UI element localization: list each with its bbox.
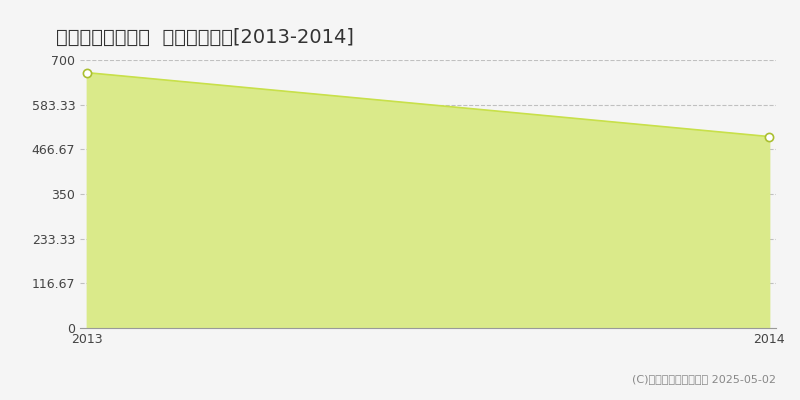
Point bbox=[762, 133, 775, 140]
Point bbox=[81, 70, 94, 76]
Text: (C)土地価格ドットコム 2025-05-02: (C)土地価格ドットコム 2025-05-02 bbox=[632, 374, 776, 384]
Text: 東伯郡北栄町六尾  林地価格推移[2013-2014]: 東伯郡北栄町六尾 林地価格推移[2013-2014] bbox=[56, 28, 354, 47]
